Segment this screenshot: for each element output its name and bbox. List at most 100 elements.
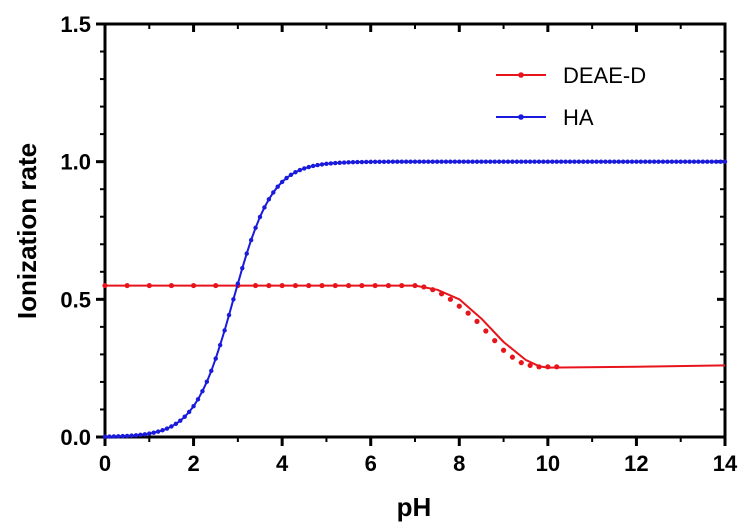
ha-point (488, 159, 493, 164)
ha-point (660, 159, 666, 164)
ha-point (377, 159, 382, 165)
ha-point (532, 159, 537, 164)
deae-d-point (421, 284, 427, 290)
ha-point (182, 414, 187, 419)
ha-point (563, 159, 568, 164)
ha-point (585, 159, 590, 164)
deae-d-point (168, 282, 175, 289)
ha-point (434, 159, 440, 164)
ha-point (576, 159, 582, 164)
ha-point (594, 159, 599, 164)
deae-d-point (372, 282, 378, 289)
x-tick-label: 0 (99, 451, 111, 476)
deae-d-point (385, 282, 392, 289)
ha-point (284, 175, 289, 181)
ha-point (598, 159, 604, 164)
ha-point (638, 159, 644, 164)
ha-point (457, 159, 462, 164)
ha-point (496, 159, 502, 164)
ha-point (124, 433, 130, 439)
ha-point (315, 162, 320, 168)
y-tick-label: 0.0 (60, 425, 91, 450)
ha-point (696, 159, 701, 164)
ha-point (288, 172, 294, 178)
deae-d-point (474, 318, 480, 324)
ha-point (195, 397, 201, 402)
legend: DEAE-D HA (496, 63, 646, 130)
y-tick-label: 1.0 (60, 150, 91, 175)
ha-point (643, 159, 648, 164)
deae-d-point (124, 282, 130, 289)
ha-point (461, 159, 466, 164)
ha-point (395, 159, 400, 164)
ha-point (399, 159, 404, 164)
deae-d-point (438, 291, 445, 297)
ha-point (665, 159, 670, 164)
deae-d-point (430, 287, 436, 293)
ha-point (213, 356, 218, 361)
deae-d-point (252, 282, 259, 289)
ha-point (107, 434, 112, 439)
deae-d-point (345, 282, 352, 289)
ha-point (589, 159, 595, 164)
deae-d-point (146, 282, 152, 289)
ha-point (607, 159, 613, 164)
ha-point (306, 164, 311, 170)
ha-point (523, 159, 528, 164)
ha-point (603, 159, 608, 164)
ha-point (567, 159, 573, 164)
ha-point (116, 434, 121, 439)
ha-point (656, 159, 661, 164)
ha-point (364, 159, 369, 165)
deae-d-point (319, 282, 325, 289)
ha-point (337, 160, 342, 165)
legend-label: DEAE-D (563, 63, 646, 88)
ha-point (302, 166, 307, 171)
deae-d-point (266, 282, 272, 289)
ha-point (501, 159, 506, 164)
ha-point (718, 159, 723, 164)
ha-point (209, 368, 214, 374)
ha-point (616, 159, 621, 164)
ha-point (687, 159, 692, 164)
ha-point (231, 297, 236, 302)
x-axis-title: pH (397, 492, 432, 522)
ha-point (178, 418, 183, 423)
ha-point (709, 159, 714, 164)
deae-d-point (306, 282, 312, 289)
ha-point (248, 237, 254, 243)
series-layer (102, 159, 728, 439)
ha-point (160, 428, 165, 433)
y-axis-title: Ionization rate (12, 143, 42, 319)
ha-point (191, 404, 196, 409)
axes: 0 2 4 6 8 10 12 14 0.0 0.5 1.0 1.5 (60, 12, 738, 476)
deae-d-point (500, 347, 507, 353)
legend-label: HA (563, 105, 594, 130)
ha-point (510, 159, 515, 164)
ha-point (629, 159, 635, 164)
ha-point (426, 159, 431, 164)
ha-point (262, 205, 267, 210)
deae-d-point (483, 328, 489, 334)
ha-point (328, 161, 334, 166)
ha-point (691, 159, 697, 164)
ha-point (430, 159, 435, 164)
ha-point (465, 159, 471, 164)
ha-point (297, 167, 303, 173)
ha-point (217, 342, 223, 348)
ha-point (279, 179, 285, 185)
ha-point (102, 434, 108, 439)
ha-point (204, 379, 210, 384)
series-deae-d (102, 282, 726, 370)
ha-point (253, 225, 258, 231)
ha-point (147, 431, 152, 436)
ha-point (514, 159, 520, 164)
ha-point (333, 160, 338, 166)
ha-point (669, 159, 675, 164)
ha-point (169, 424, 174, 429)
ha-point (186, 409, 192, 415)
deae-d-point (190, 282, 197, 289)
legend-marker (518, 114, 524, 120)
ha-point (545, 159, 551, 164)
ha-point (505, 159, 511, 164)
